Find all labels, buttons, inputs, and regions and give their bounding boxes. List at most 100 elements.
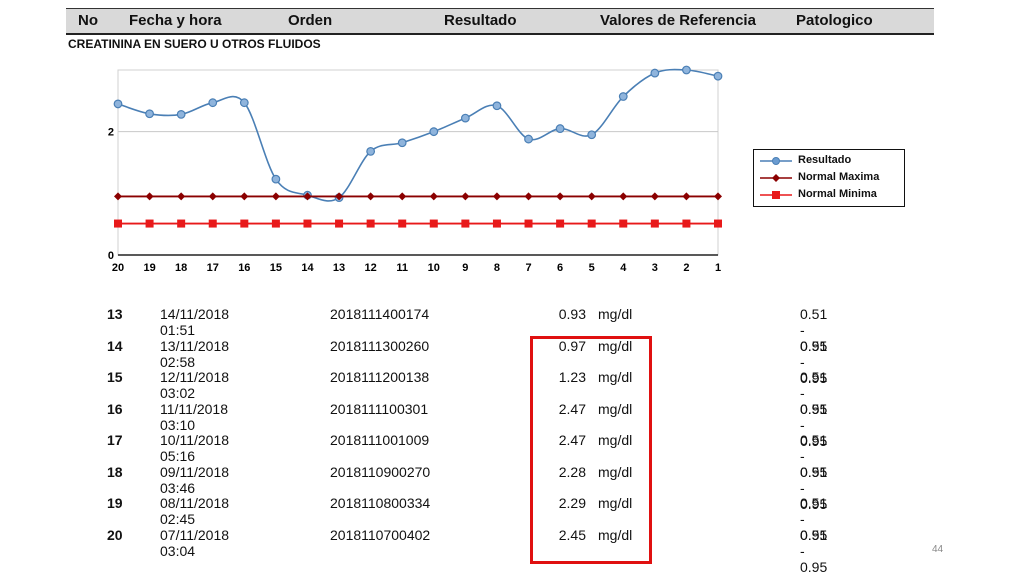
- plot-area: [117, 69, 719, 256]
- row-orden: 2018111001009: [330, 432, 430, 448]
- legend-marker-diamond-icon: [760, 174, 792, 182]
- row-valor: 0.97: [558, 337, 586, 354]
- row-fecha: 12/11/2018 03:02: [160, 369, 230, 401]
- row-no: 19: [107, 495, 123, 511]
- row-no: 15: [107, 369, 123, 385]
- data-point: [335, 192, 344, 201]
- header-no: No: [78, 12, 98, 29]
- row-fecha: 11/11/2018 03:10: [160, 400, 228, 433]
- x-tick-label: 5: [589, 262, 595, 274]
- data-point: [366, 219, 375, 228]
- legend-item-resultado: Resultado: [760, 154, 904, 168]
- x-tick-label: 7: [525, 262, 531, 274]
- data-point: [524, 192, 533, 201]
- x-tick-label: 15: [270, 262, 282, 274]
- data-point: [208, 192, 217, 201]
- x-tick-label: 11: [396, 262, 408, 274]
- data-point: [240, 192, 249, 201]
- row-fecha: 10/11/2018 05:16: [160, 432, 230, 464]
- data-point: [176, 109, 186, 119]
- data-point: [114, 192, 122, 201]
- row-ref: 0.51 - 0.95: [800, 526, 828, 575]
- row-orden: 2018110900270: [330, 463, 431, 480]
- data-point: [208, 98, 218, 108]
- data-point: [713, 71, 723, 81]
- row-orden: 2018110700402: [330, 526, 431, 543]
- data-point: [460, 113, 470, 123]
- data-point: [303, 219, 312, 228]
- x-tick-label: 13: [333, 262, 345, 274]
- row-no: 18: [107, 463, 123, 480]
- data-point: [113, 99, 123, 109]
- x-tick-label: 4: [620, 262, 627, 274]
- data-point: [366, 192, 375, 201]
- x-tick-label: 2: [683, 262, 689, 274]
- row-valor: 2.47: [558, 432, 586, 448]
- data-point: [619, 192, 628, 201]
- row-unit: mg/dl: [598, 337, 633, 354]
- data-point: [682, 219, 691, 228]
- row-valor: 2.45: [558, 526, 586, 543]
- data-point: [682, 65, 691, 75]
- row-unit: mg/dl: [598, 526, 633, 543]
- data-point: [587, 219, 596, 228]
- data-point: [145, 109, 154, 119]
- x-tick-label: 12: [365, 262, 377, 274]
- data-point: [492, 101, 502, 111]
- x-tick-label: 10: [428, 262, 440, 274]
- data-point: [366, 146, 376, 156]
- x-tick-label: 20: [112, 262, 124, 274]
- y-axis-ticks: 02: [108, 127, 114, 262]
- row-unit: mg/dl: [598, 495, 633, 511]
- row-no: 14: [107, 337, 123, 354]
- data-point: [145, 192, 154, 201]
- data-point: [177, 192, 186, 201]
- row-unit: mg/dl: [598, 306, 633, 322]
- row-ref: 0.51 - 0.95: [800, 400, 828, 449]
- row-fecha: 09/11/2018 03:46: [160, 463, 230, 496]
- row-orden: 2018111200138: [330, 369, 430, 385]
- data-point: [461, 192, 470, 201]
- data-point: [556, 219, 565, 228]
- header-orden: Orden: [288, 12, 333, 29]
- data-point: [650, 219, 659, 228]
- header-fecha: Fecha y hora: [129, 12, 222, 29]
- row-fecha: 13/11/2018 02:58: [160, 337, 230, 370]
- x-tick-label: 18: [175, 262, 187, 274]
- series-group: [113, 65, 723, 228]
- row-ref: 0.51 - 0.95: [800, 463, 828, 512]
- grid-lines: [118, 131, 718, 256]
- legend-label: Normal Minima: [798, 188, 877, 200]
- data-point: [429, 219, 438, 228]
- legend-item-normal-maxima: Normal Maxima: [760, 171, 904, 185]
- header-referencia: Valores de Referencia: [600, 12, 756, 29]
- row-ref: 0.51 - 0.95: [800, 495, 828, 543]
- data-point: [271, 219, 280, 228]
- row-orden: 2018111100301: [330, 400, 429, 417]
- row-orden: 2018111400174: [330, 306, 430, 322]
- data-point: [492, 219, 501, 228]
- row-unit: mg/dl: [598, 400, 633, 417]
- row-no: 17: [107, 432, 123, 448]
- chart-legend: Resultado Normal Maxima Normal Minima: [753, 149, 905, 207]
- data-point: [239, 98, 249, 108]
- data-point: [114, 219, 122, 228]
- row-orden: 2018111300260: [330, 337, 430, 354]
- data-point: [398, 192, 407, 201]
- data-point: [556, 192, 565, 201]
- row-ref: 0.51 - 0.95: [800, 306, 828, 354]
- x-tick-label: 1: [715, 262, 721, 274]
- row-fecha: 14/11/2018 01:51: [160, 306, 230, 338]
- x-tick-label: 8: [494, 262, 500, 274]
- row-valor: 2.28: [558, 463, 586, 480]
- x-tick-label: 6: [557, 262, 563, 274]
- y-tick-label: 0: [108, 250, 114, 262]
- data-point: [524, 134, 533, 144]
- x-axis-ticks: 20 19 18 17 16 15 14 13 12 11 10 9 8 7 6 5 4 3 2 1: [112, 262, 721, 274]
- table-header: No Fecha y hora Orden Resultado Valores …: [66, 8, 934, 35]
- row-fecha: 07/11/2018 03:04: [160, 526, 230, 559]
- legend-label: Normal Maxima: [798, 171, 880, 183]
- row-valor: 0.93: [558, 306, 586, 322]
- x-tick-label: 17: [207, 262, 219, 274]
- row-ref: 0.51 - 0.95: [800, 337, 828, 386]
